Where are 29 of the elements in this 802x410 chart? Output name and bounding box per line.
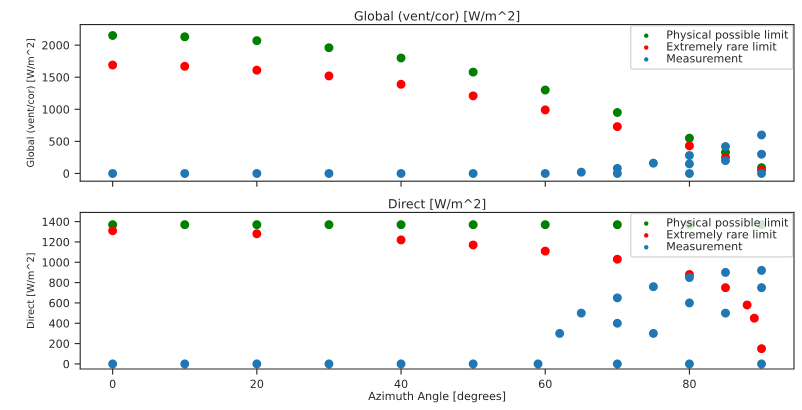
y-tick-label: 1200 — [42, 238, 70, 246]
legend-label: Extremely rare limit — [667, 42, 776, 53]
chart-title: Direct [W/m^2] — [389, 198, 486, 210]
legend-label: Physical possible limit — [667, 30, 788, 41]
x-tick-label: 60 — [538, 380, 552, 388]
y-tick-label: 2000 — [42, 41, 70, 50]
y-axis-title: Direct [W/m^2] — [26, 253, 36, 328]
y-tick-label: 0 — [63, 169, 70, 178]
y-tick-label: 1500 — [42, 73, 70, 82]
legend-label: Measurement — [667, 242, 742, 250]
chart-title: Global (vent/cor) [W/m^2] — [354, 10, 520, 22]
y-tick-label: 600 — [49, 298, 70, 308]
y-axis-title: Global (vent/cor) [W/m^2] — [26, 39, 36, 167]
x-tick-label: 40 — [394, 380, 408, 388]
y-tick-label: 200 — [49, 340, 70, 348]
y-tick-label: 800 — [49, 278, 70, 287]
x-axis-title: Azimuth Angle [degrees] — [368, 392, 506, 402]
y-tick-label: 0 — [63, 360, 70, 368]
x-tick-label: 80 — [683, 380, 696, 388]
x-tick-label: 0 — [110, 380, 116, 388]
y-tick-label: 500 — [49, 137, 70, 146]
legend-label: Extremely rare limit — [667, 230, 776, 241]
legend-label: Measurement — [667, 54, 742, 62]
y-tick-label: 1400 — [42, 218, 70, 226]
y-tick-label: 1000 — [42, 105, 70, 114]
x-tick-label: 20 — [250, 380, 264, 388]
legend-label: Physical possible limit — [667, 218, 788, 229]
y-tick-label: 400 — [49, 319, 70, 328]
y-tick-label: 1000 — [42, 258, 70, 267]
